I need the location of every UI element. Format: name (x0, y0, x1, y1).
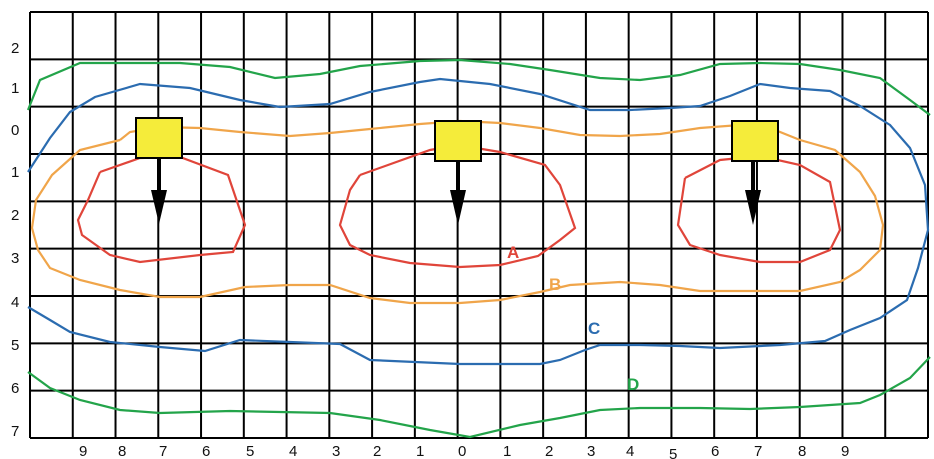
contour-a-label: A (507, 243, 519, 262)
column-label: 1 (503, 443, 511, 459)
contour-c: C (27, 77, 930, 366)
row-label: 2 (11, 40, 19, 57)
column-label: 7 (754, 443, 762, 459)
row-label: 0 (11, 122, 19, 139)
column-label: 1 (416, 443, 424, 459)
down-arrow-icon (745, 190, 761, 225)
row-label: 7 (11, 423, 19, 440)
column-label: 2 (373, 443, 381, 459)
source-center (434, 120, 482, 225)
source-square-icon (434, 120, 482, 162)
source-square-icon (731, 120, 779, 162)
row-label: 2 (11, 207, 19, 224)
row-label: 6 (11, 380, 19, 397)
column-label: 3 (587, 443, 595, 459)
contour-d: D (26, 58, 931, 439)
row-label: 4 (11, 294, 19, 311)
column-label: 4 (289, 443, 297, 459)
column-label: 7 (159, 443, 167, 459)
contour-c-label: C (588, 319, 600, 338)
source-right (731, 120, 779, 225)
down-arrow-icon (151, 190, 167, 224)
contour-b: B (30, 119, 885, 305)
source-left (135, 117, 183, 224)
column-label: 3 (332, 443, 340, 459)
contour-d-label: D (627, 375, 639, 394)
contour-d-lower-line (27, 356, 931, 439)
contour-a-center-ring (338, 143, 577, 269)
column-label: 6 (202, 443, 210, 459)
column-labels: 9 8 7 6 5 4 3 2 1 0 1 2 3 4 5 6 7 8 9 (79, 443, 849, 459)
contour-d-upper-line (26, 58, 931, 116)
source-square-icon (135, 117, 183, 159)
row-label: 1 (11, 164, 19, 181)
column-label: 5 (669, 446, 677, 459)
contour-b-label: B (549, 275, 561, 294)
row-labels: 2 1 0 1 2 3 4 5 6 7 (11, 40, 19, 440)
column-label: 2 (545, 443, 553, 459)
row-label: 1 (11, 80, 19, 97)
contour-c-line (27, 77, 930, 366)
column-label: 9 (79, 443, 87, 459)
column-label: 6 (711, 443, 719, 459)
column-label: 4 (626, 443, 634, 459)
row-label: 3 (11, 250, 19, 267)
column-label: 8 (118, 443, 126, 459)
row-label: 5 (11, 337, 19, 354)
column-label: 8 (798, 443, 806, 459)
contour-b-line (30, 119, 885, 305)
column-label: 0 (458, 443, 466, 459)
column-label: 5 (246, 443, 254, 459)
down-arrow-icon (450, 190, 466, 225)
column-label: 9 (841, 443, 849, 459)
